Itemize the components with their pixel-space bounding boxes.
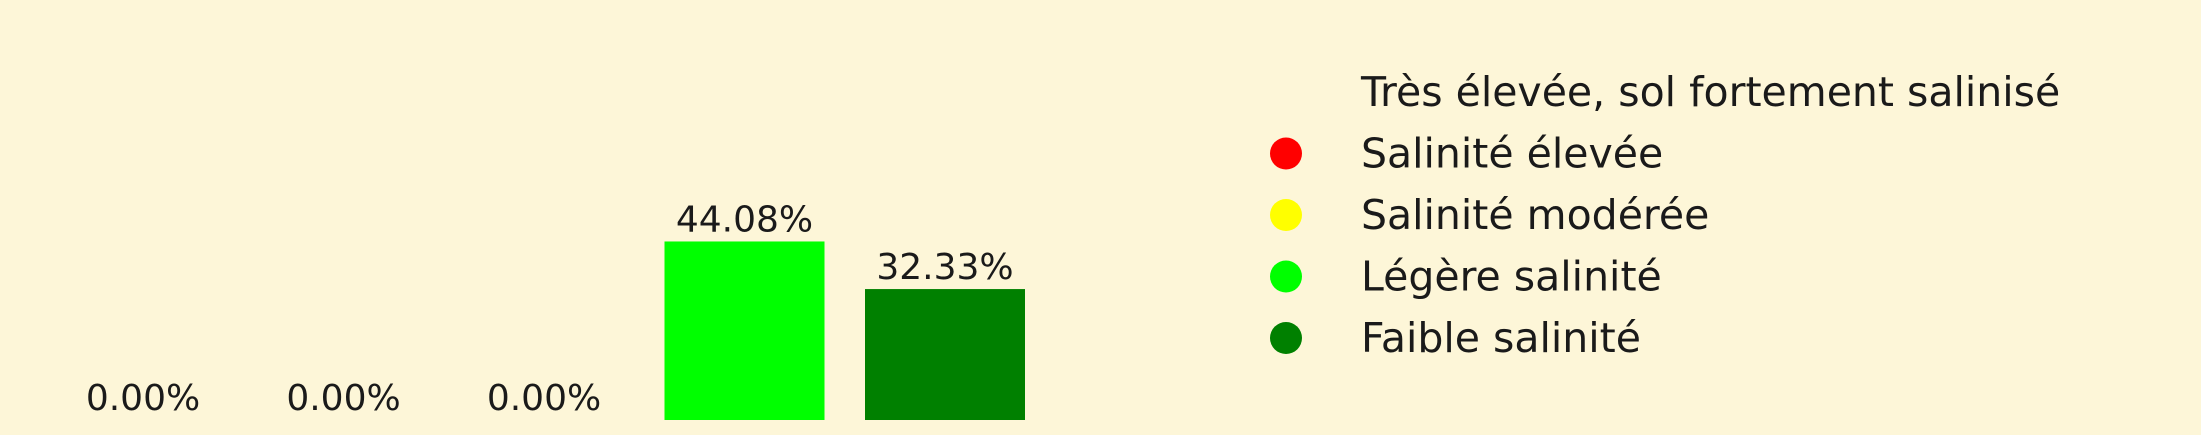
bar-value-label-4: 44.08%: [676, 199, 813, 240]
legend-item-4: Légère salinité: [1270, 253, 1662, 301]
bar-5: [865, 289, 1025, 420]
legend-marker-5: [1270, 322, 1302, 354]
bar-value-label-3: 0.00%: [487, 378, 601, 419]
legend-item-5: Faible salinité: [1270, 314, 1641, 362]
bar-4: [664, 241, 825, 420]
legend-item-1: Très élevée, sol fortement salinisé: [1270, 68, 2060, 116]
legend-item-2: Salinité élevée: [1270, 130, 1663, 178]
bar-value-label-1: 0.00%: [86, 378, 200, 419]
legend-label-5: Faible salinité: [1361, 314, 1641, 362]
legend-label-3: Salinité modérée: [1361, 191, 1709, 239]
legend-label-1: Très élevée, sol fortement salinisé: [1360, 68, 2060, 116]
bar-labels-group: 0.00% 0.00% 0.00% 44.08% 32.33%: [86, 199, 1014, 419]
legend: Très élevée, sol fortement salinisé Salin…: [1270, 68, 2060, 362]
legend-marker-1: [1270, 76, 1302, 108]
legend-marker-4: [1270, 260, 1302, 293]
legend-item-3: Salinité modérée: [1270, 191, 1709, 239]
legend-marker-2: [1270, 137, 1302, 170]
bar-value-label-5: 32.33%: [876, 247, 1013, 288]
legend-marker-3: [1270, 199, 1302, 231]
bars-group: [664, 241, 1025, 420]
legend-label-2: Salinité élevée: [1361, 130, 1663, 178]
legend-label-4: Légère salinité: [1361, 253, 1662, 301]
bar-value-label-2: 0.00%: [286, 378, 400, 419]
